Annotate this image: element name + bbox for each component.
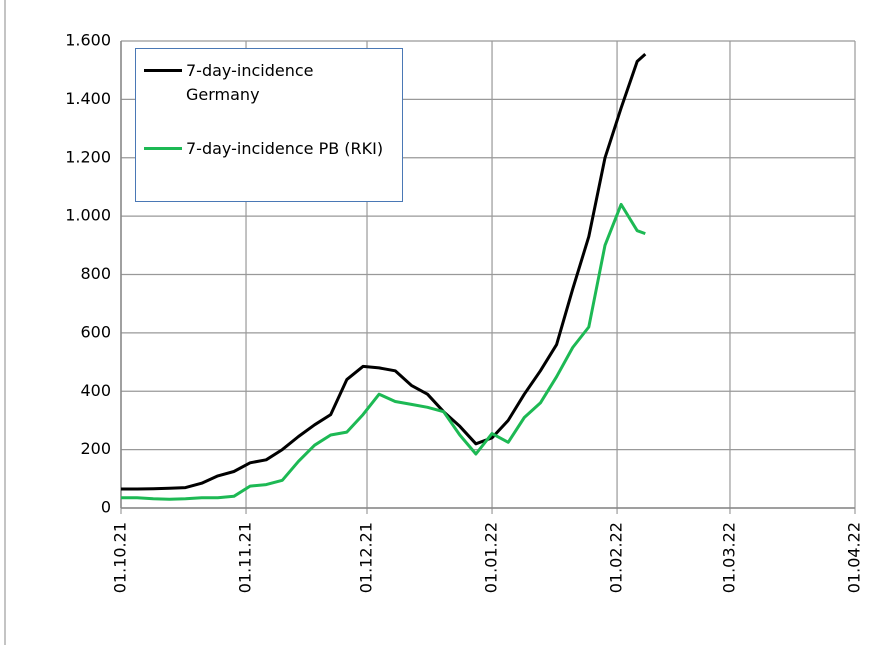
x-tick-label: 01.04.22 (845, 522, 864, 593)
y-tick-label: 200 (80, 439, 111, 458)
legend-label: 7-day-incidence Germany (186, 61, 314, 104)
series-line (121, 52, 647, 491)
x-tick-label: 01.10.21 (111, 522, 130, 593)
legend-item: 7-day-incidence Germany (144, 59, 386, 107)
y-tick-label: 800 (80, 264, 111, 283)
x-tick-label: 01.12.21 (357, 522, 376, 593)
y-tick-label: 1.600 (65, 31, 111, 50)
legend-label: 7-day-incidence PB (RKI) (186, 139, 384, 158)
y-tick-label: 1.000 (65, 206, 111, 225)
x-tick-label: 01.01.22 (482, 522, 501, 593)
x-tick-label: 01.02.22 (607, 522, 626, 593)
y-tick-label: 1.400 (65, 89, 111, 108)
y-tick-label: 400 (80, 381, 111, 400)
legend-swatch (144, 69, 182, 72)
x-tick-label: 01.03.22 (719, 522, 738, 593)
series-line (121, 202, 646, 501)
legend: 7-day-incidence Germany 7-day-incidence P… (135, 48, 403, 202)
y-tick-label: 600 (80, 322, 111, 341)
x-tick-label: 01.11.21 (236, 522, 255, 593)
legend-item: 7-day-incidence PB (RKI) (144, 137, 386, 161)
legend-swatch (144, 147, 182, 150)
y-tick-label: 0 (101, 498, 111, 517)
y-tick-label: 1.200 (65, 147, 111, 166)
